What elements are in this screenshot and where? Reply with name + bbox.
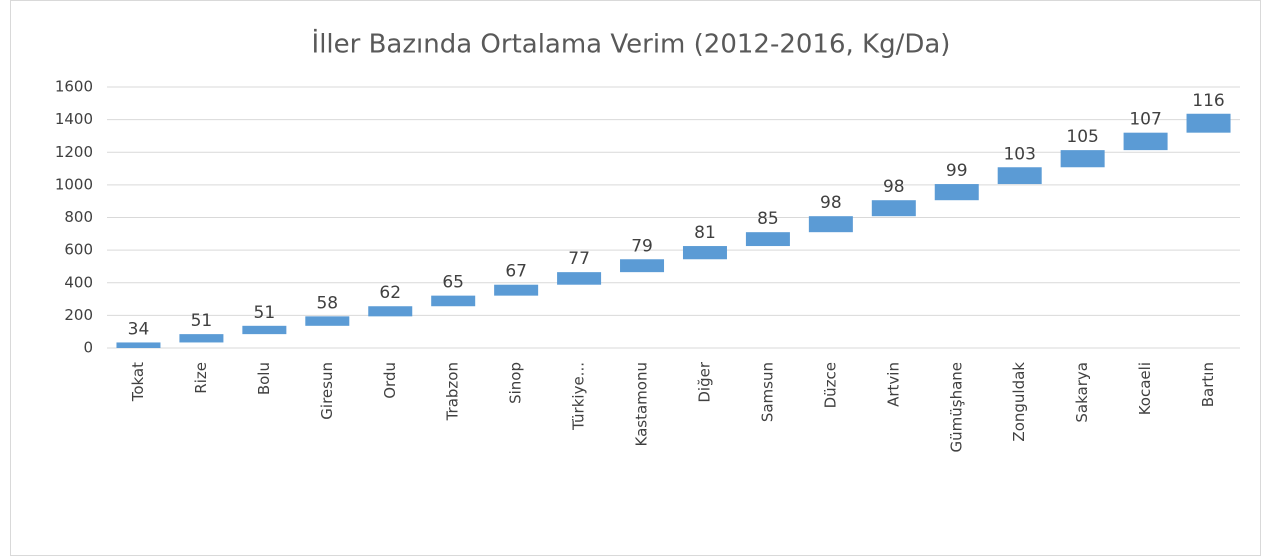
bar [682,246,727,260]
bar [808,216,853,233]
x-tick-label: Sinop [507,362,525,404]
y-tick-label: 1400 [55,110,93,128]
chart-title: İller Bazında Ortalama Verim (2012-2016,… [312,28,951,60]
x-tick-label: Tokat [129,362,147,402]
y-tick-label: 1000 [55,175,93,193]
data-label: 34 [128,319,150,339]
x-tick-label: Samsun [758,362,776,422]
bar [494,284,539,296]
x-tick-label: Sakarya [1073,362,1091,423]
bar [431,295,476,307]
x-tick-label: Gümüşhane [947,362,965,453]
bar [745,232,790,247]
x-tick-label: Artvin [884,362,902,407]
data-label: 51 [254,303,276,323]
bar [1123,132,1168,151]
chart-border [10,0,1261,556]
data-label: 107 [1129,110,1161,130]
x-tick-label: Kocaeli [1136,362,1154,415]
x-tick-label: Bartın [1199,362,1217,407]
bar [871,200,916,217]
bar [368,306,413,317]
data-label: 65 [442,273,464,293]
bar [116,342,161,348]
y-tick-label: 200 [64,306,93,324]
bar [179,334,224,343]
x-tick-label: Rize [192,362,210,394]
y-tick-label: 400 [64,273,93,291]
data-label: 105 [1066,127,1098,147]
x-tick-label: Zonguldak [1010,362,1028,442]
data-label: 85 [757,209,779,229]
bar [997,167,1042,185]
bar [934,184,979,201]
data-label: 58 [316,293,338,313]
data-label: 99 [946,161,968,181]
x-tick-label: Düzce [821,362,839,408]
bar [1186,113,1231,133]
data-label: 62 [379,283,401,303]
data-label: 51 [191,311,213,331]
y-tick-label: 1200 [55,143,93,161]
x-tick-label: Diğer [695,361,713,402]
bar [557,272,602,285]
bar [620,259,665,273]
bar [242,325,287,335]
data-label: 79 [631,236,653,256]
data-label: 103 [1003,144,1035,164]
data-label: 98 [883,177,905,197]
y-tick-label: 600 [64,241,93,259]
x-tick-label: Ordu [381,362,399,399]
x-tick-label: Giresun [318,362,336,420]
data-label: 116 [1192,91,1224,111]
data-label: 77 [568,249,590,269]
y-tick-label: 0 [83,339,93,357]
data-label: 67 [505,262,527,282]
bar [1060,150,1105,168]
data-label: 81 [694,223,716,243]
x-tick-label: Türkiye... [570,362,588,431]
x-tick-label: Trabzon [444,362,462,421]
bar [305,316,350,326]
x-tick-label: Kastamonu [633,362,651,446]
data-label: 98 [820,193,842,213]
x-tick-label: Bolu [255,362,273,395]
y-tick-label: 1600 [55,78,93,96]
y-tick-label: 800 [64,208,93,226]
